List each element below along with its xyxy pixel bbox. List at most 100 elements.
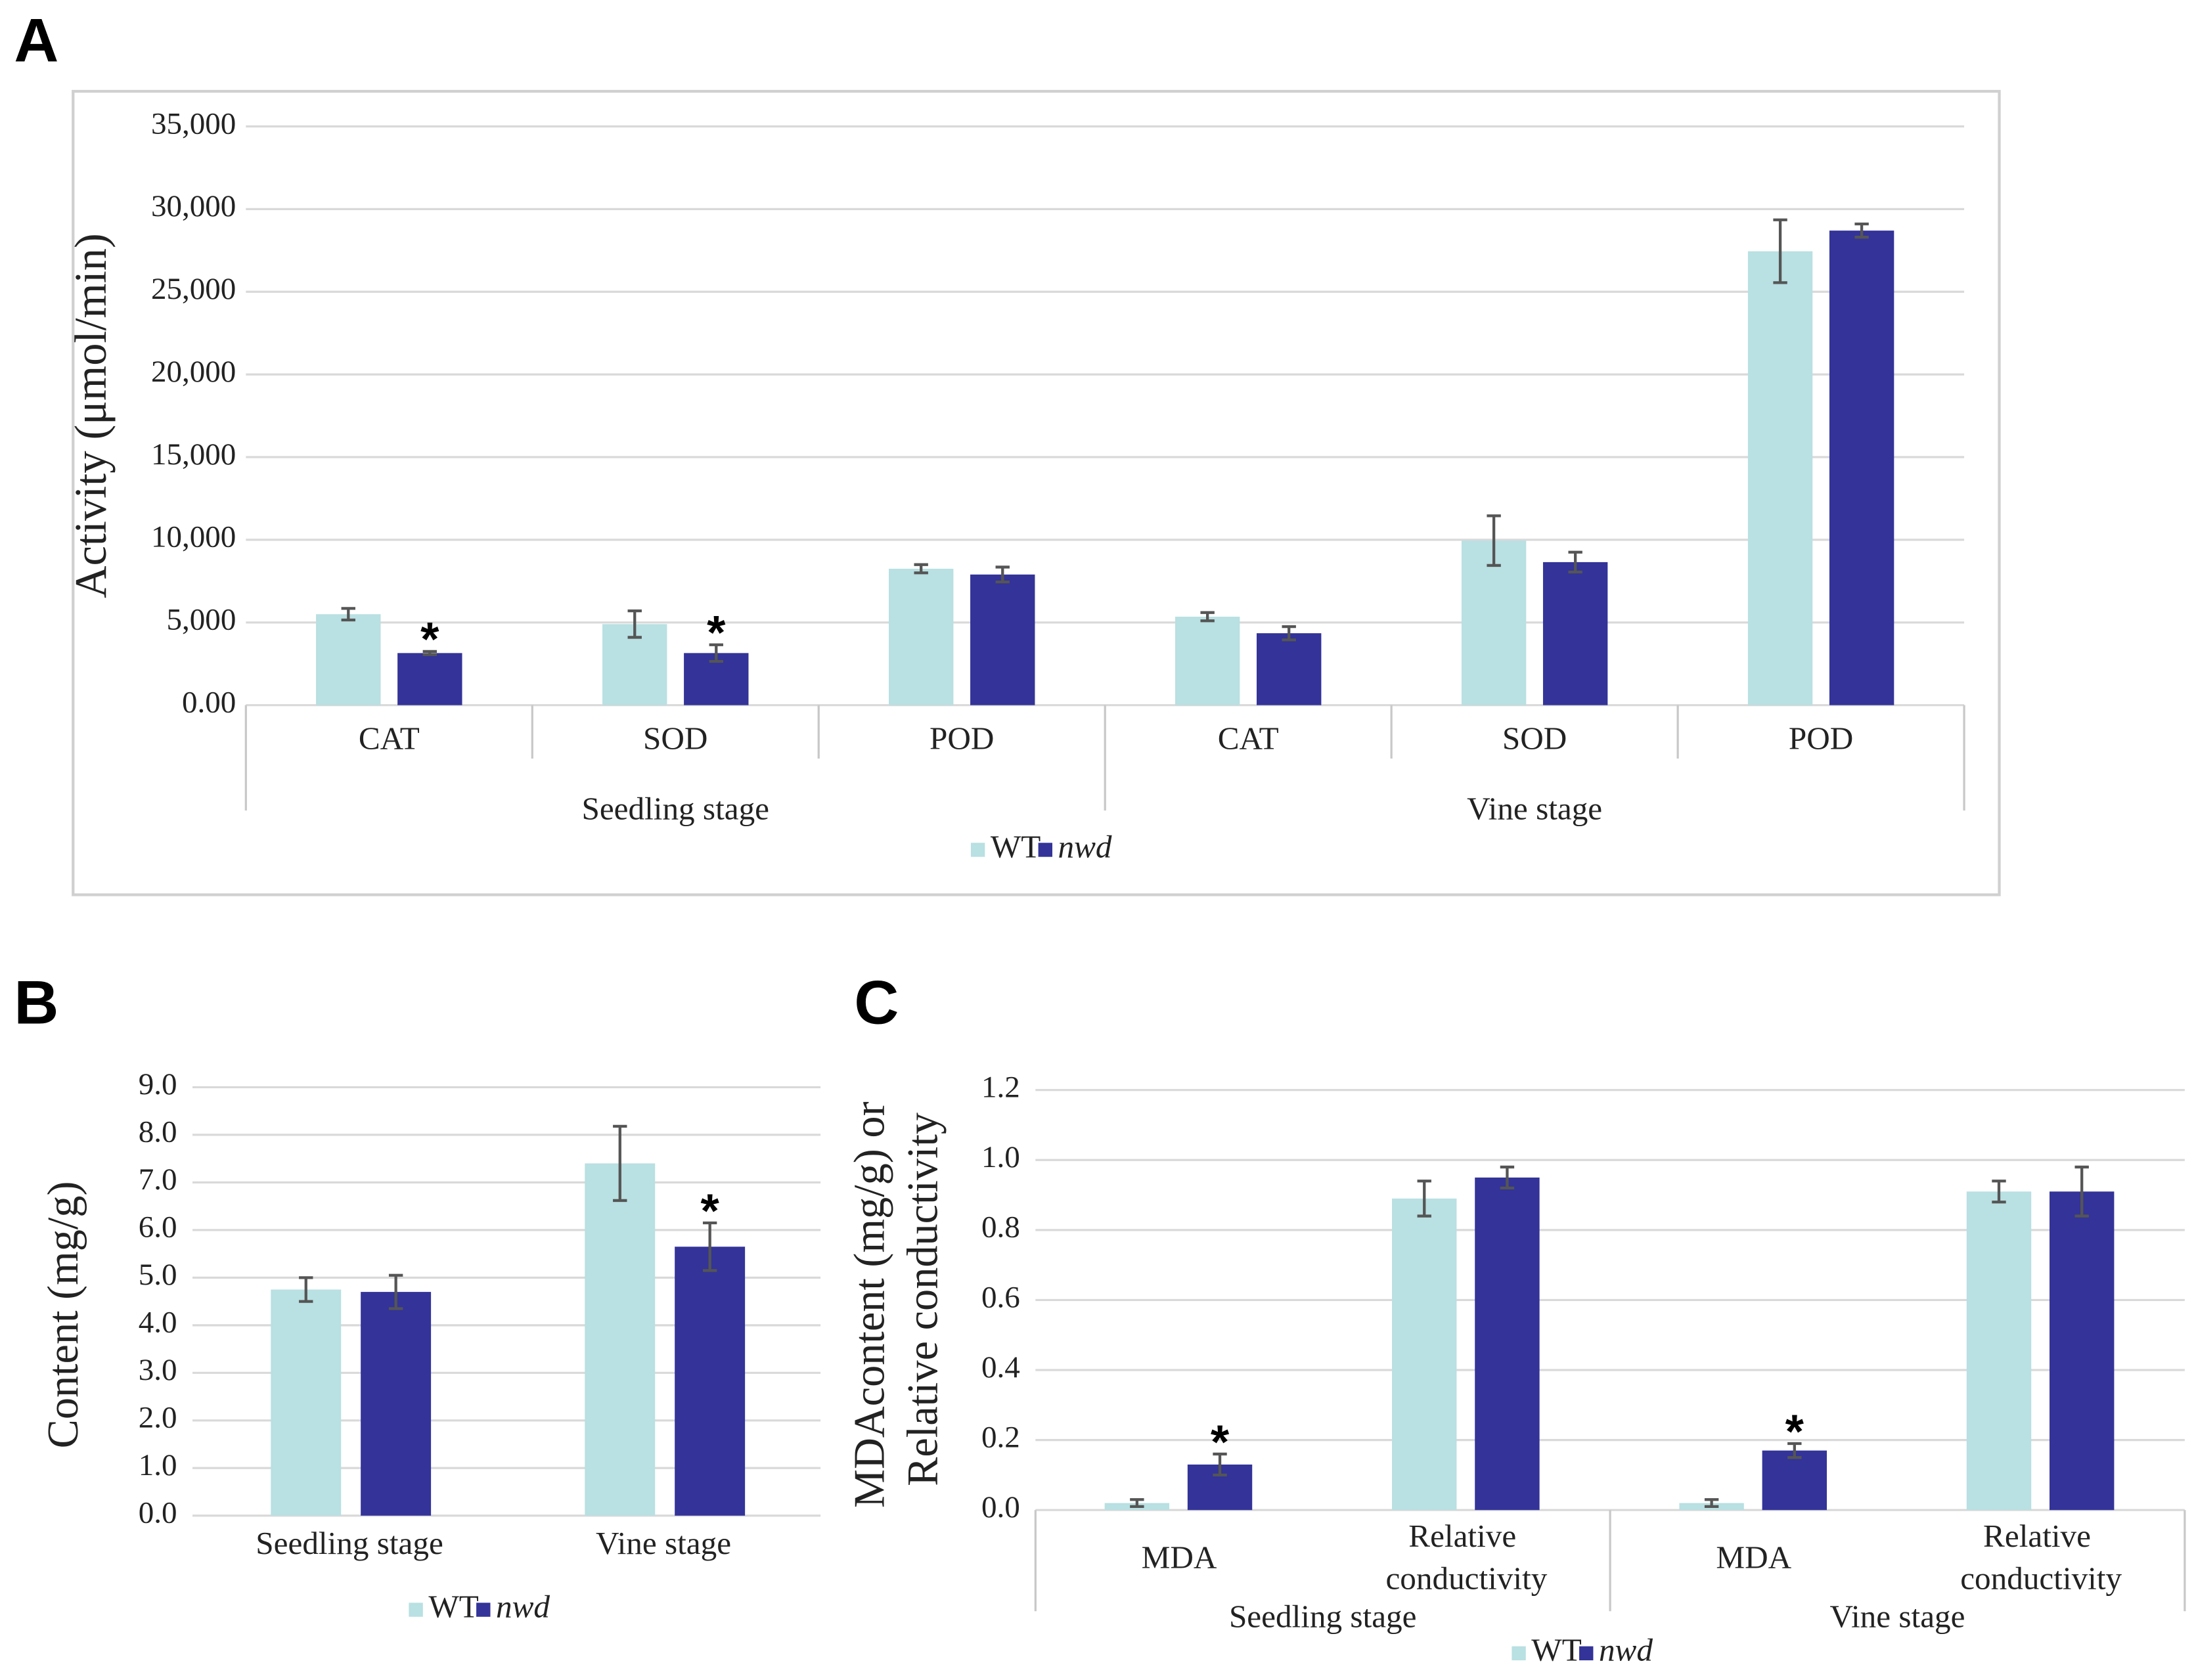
bar xyxy=(1475,1177,1540,1511)
error-bar xyxy=(613,1124,627,1203)
legend-swatch xyxy=(409,1603,423,1617)
bar xyxy=(1762,1450,1827,1511)
legend-swatch xyxy=(476,1603,491,1617)
y-axis-title: Activity (μmol/min) xyxy=(66,233,116,598)
y-tick-label: 0.6 xyxy=(981,1280,1020,1314)
bar xyxy=(970,574,1035,705)
legend-label: nwd xyxy=(1058,828,1112,864)
group-label: Vine stage xyxy=(1829,1598,1965,1634)
y-tick-label: 0.0 xyxy=(139,1496,177,1530)
error-bar xyxy=(1200,611,1215,623)
error-bar xyxy=(627,609,642,639)
error-bar xyxy=(422,650,437,657)
legend-swatch xyxy=(1038,843,1052,857)
bar xyxy=(585,1163,656,1516)
legend-label: WT xyxy=(1531,1632,1581,1668)
y-tick-label: 25,000 xyxy=(151,272,236,306)
group-label: Vine stage xyxy=(1467,791,1602,827)
y-tick-label: 6.0 xyxy=(139,1210,177,1245)
x-tick-label: SOD xyxy=(1502,720,1567,757)
legend-label: WT xyxy=(428,1588,478,1624)
bar xyxy=(1257,633,1322,705)
error-bar xyxy=(388,1273,403,1310)
group-label: Seedling stage xyxy=(582,791,770,827)
y-tick-label: 0.8 xyxy=(981,1210,1020,1245)
panel-letter: C xyxy=(854,967,899,1036)
y-tick-label: 1.2 xyxy=(981,1071,1020,1105)
error-bar xyxy=(1500,1165,1515,1190)
bar xyxy=(888,568,954,705)
significance-mark: * xyxy=(1211,1415,1230,1469)
y-tick-label: 9.0 xyxy=(139,1067,177,1101)
y-tick-label: 0.4 xyxy=(981,1350,1020,1384)
legend-swatch xyxy=(1579,1646,1594,1661)
bar xyxy=(1829,231,1894,705)
error-bar xyxy=(1417,1180,1431,1218)
y-tick-label: 2.0 xyxy=(139,1401,177,1435)
error-bar xyxy=(341,607,355,622)
error-bar xyxy=(1487,514,1501,567)
error-bar xyxy=(914,563,928,575)
y-tick-label: 7.0 xyxy=(139,1162,177,1197)
y-tick-label: 0.0 xyxy=(981,1490,1020,1524)
bar xyxy=(316,614,381,705)
y-tick-label: 35,000 xyxy=(151,106,236,141)
legend-swatch xyxy=(1512,1646,1526,1661)
y-tick-label: 30,000 xyxy=(151,189,236,223)
panel-letter: A xyxy=(14,5,58,74)
legend-label: WT xyxy=(991,828,1041,864)
y-tick-label: 8.0 xyxy=(139,1115,177,1149)
error-bar xyxy=(1787,1442,1802,1459)
error-bar xyxy=(299,1276,313,1303)
error-bar xyxy=(1773,218,1787,284)
y-tick-label: 4.0 xyxy=(139,1306,177,1340)
y-tick-label: 20,000 xyxy=(151,355,236,389)
panel-frame xyxy=(72,89,2001,896)
y-tick-label: 3.0 xyxy=(139,1353,177,1387)
error-bar xyxy=(702,1221,717,1272)
error-bar xyxy=(1282,625,1296,642)
y-tick-label: 0.00 xyxy=(182,685,236,719)
error-bar xyxy=(1130,1498,1144,1509)
x-tick-label: MDA xyxy=(1142,1539,1217,1575)
error-bar xyxy=(1854,222,1869,239)
bar xyxy=(1747,251,1813,705)
bar xyxy=(361,1292,432,1516)
panel-letter: B xyxy=(14,967,58,1036)
error-bar xyxy=(995,565,1010,584)
x-tick-label: Relative conductivity xyxy=(1385,1518,1547,1596)
y-tick-label: 10,000 xyxy=(151,520,236,554)
significance-mark: * xyxy=(1785,1405,1804,1458)
x-tick-label: MDA xyxy=(1716,1539,1791,1575)
x-tick-label: POD xyxy=(930,720,994,757)
bar xyxy=(1542,562,1608,705)
bar xyxy=(1966,1191,2032,1511)
y-tick-label: 5.0 xyxy=(139,1258,177,1292)
bar xyxy=(397,653,462,705)
panel: C 0.0 0.2 0.4 0.6 0.8 1.0 1.2 MDAcontent (mg/g) … xyxy=(846,967,2186,1668)
panel: A 0.00 5,000 10,000 15,000 20,000 25,000 30,000… xyxy=(14,5,2001,896)
y-tick-label: 0.2 xyxy=(981,1420,1020,1454)
bar xyxy=(1461,541,1527,705)
x-tick-label: CAT xyxy=(1218,720,1279,757)
y-tick-label: 1.0 xyxy=(981,1140,1020,1174)
x-tick-label: POD xyxy=(1789,720,1853,757)
group-label: Seedling stage xyxy=(1229,1598,1416,1634)
legend-swatch xyxy=(970,843,985,857)
y-tick-label: 5,000 xyxy=(166,603,236,637)
legend-label: nwd xyxy=(1599,1632,1653,1668)
error-bar xyxy=(1704,1498,1719,1509)
y-axis-title: Content (mg/g) xyxy=(39,1181,87,1448)
y-tick-label: 15,000 xyxy=(151,437,236,472)
y-axis-title: MDAcontent (mg/g) or Relative conductivi… xyxy=(846,1091,947,1508)
x-tick-label: Relative conductivity xyxy=(1960,1518,2122,1596)
y-tick-label: 1.0 xyxy=(139,1448,177,1482)
x-tick-label: SOD xyxy=(643,720,707,757)
error-bar xyxy=(1992,1180,2006,1204)
legend-label: nwd xyxy=(496,1588,550,1624)
significance-mark: * xyxy=(420,613,439,666)
bar xyxy=(675,1247,746,1516)
x-tick-label: CAT xyxy=(359,720,420,757)
